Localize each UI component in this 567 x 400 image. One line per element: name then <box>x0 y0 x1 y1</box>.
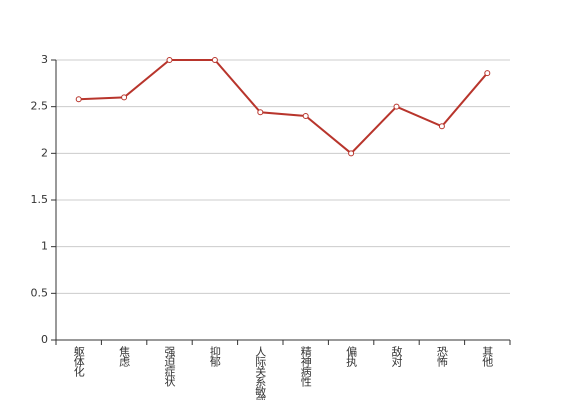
x-tick-label: 精神病性 <box>299 346 312 388</box>
x-tick-label: 恐怖 <box>435 346 448 367</box>
point <box>302 113 309 119</box>
y-tick-label: 2.5 <box>31 100 49 113</box>
x-tick-label: 人际关系敏感 <box>254 346 267 400</box>
x-tick-label: 焦虑 <box>118 346 131 367</box>
x-tick-label: 其他 <box>481 346 494 367</box>
point <box>348 150 355 157</box>
x-tick-label: 偏执 <box>345 345 358 368</box>
y-tick-label: 0 <box>41 333 48 346</box>
point <box>257 109 264 116</box>
point <box>484 70 491 77</box>
y-tick-label: 1.5 <box>31 193 49 206</box>
y-tick-label: 1 <box>41 240 48 253</box>
x-tick-label: 敌对 <box>390 345 403 367</box>
x-tick-label: 抑郁 <box>208 345 221 367</box>
point <box>121 94 128 101</box>
y-tick-label: 2 <box>41 146 48 159</box>
x-tick-label: 躯体化 <box>72 346 85 378</box>
point <box>393 103 400 110</box>
line <box>78 59 489 155</box>
point <box>166 57 173 63</box>
point <box>438 123 445 130</box>
point <box>75 96 82 103</box>
y-tick-label: 0.5 <box>31 286 49 299</box>
y-tick-label: 3 <box>41 53 48 66</box>
x-tick-label: 强迫症状 <box>163 346 176 387</box>
point <box>211 57 218 63</box>
